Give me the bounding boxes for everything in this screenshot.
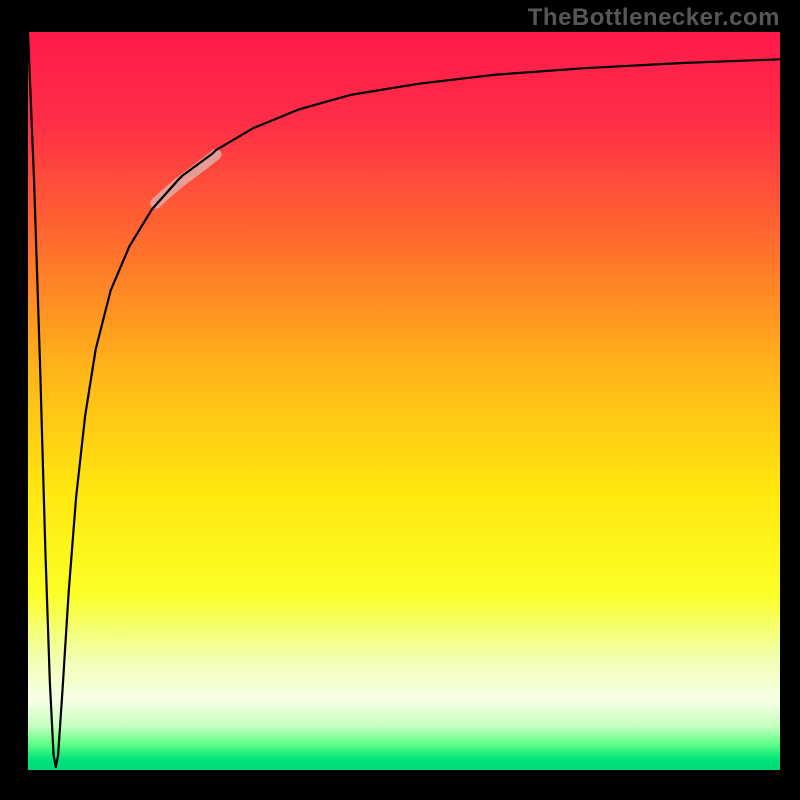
curve-layer [28,32,780,770]
plot-area [28,32,780,770]
chart-frame [0,0,800,800]
bottleneck-curve [28,32,780,767]
watermark-text: TheBottlenecker.com [528,4,780,32]
